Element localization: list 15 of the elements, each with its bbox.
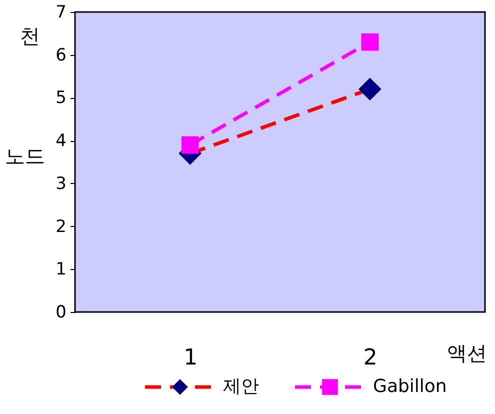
y-tick-label: 5 [56,88,66,108]
x-axis-title: 액션 [447,341,487,365]
y-tick-label: 1 [56,260,66,280]
y-tick-label: 4 [56,131,66,152]
y-tick-label: 7 [56,2,66,22]
point [358,78,382,101]
text: 천 노드 [5,24,45,168]
point [361,33,379,51]
y-tick-label: 6 [56,45,66,66]
y-tick-label: 2 [56,216,66,237]
legend-label: Gabillon [373,376,447,397]
legend-label: 제안 [223,376,259,397]
y-tick-label: 0 [56,302,66,322]
point [181,136,199,154]
y-tick-label: 3 [56,174,66,194]
